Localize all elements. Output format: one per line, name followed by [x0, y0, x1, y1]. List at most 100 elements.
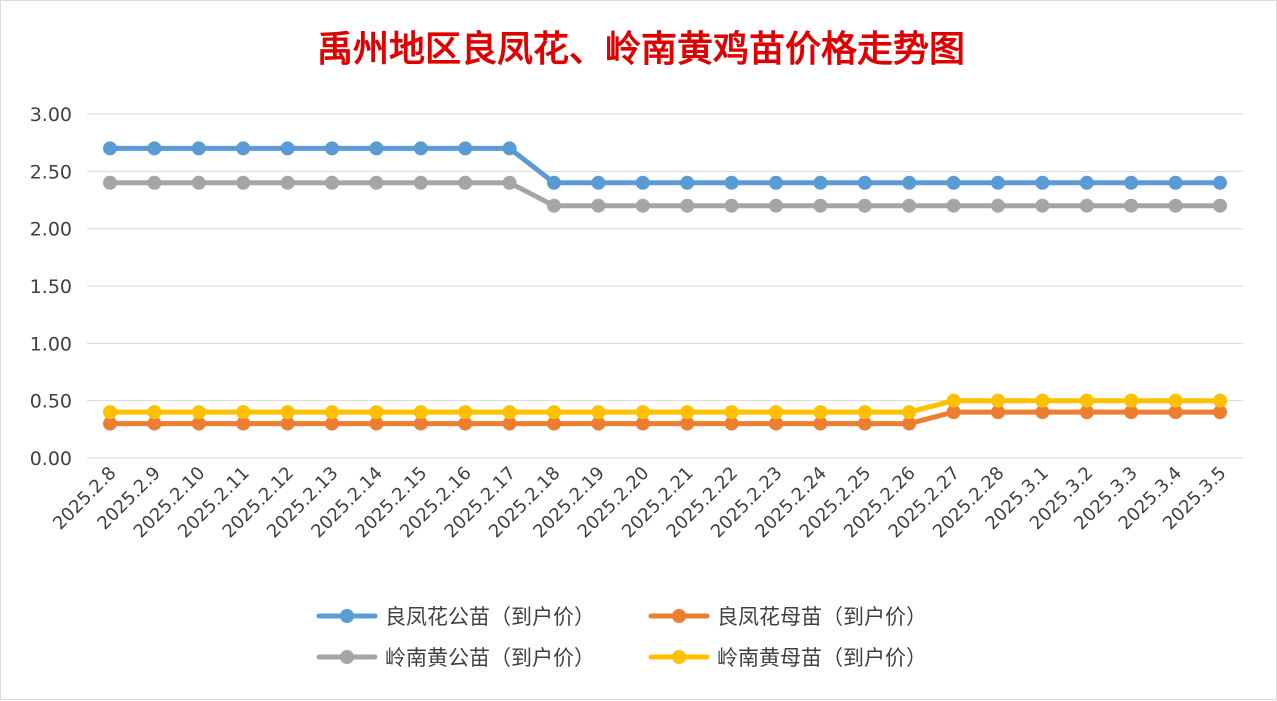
data-point	[813, 175, 828, 190]
data-point	[103, 405, 117, 420]
legend-marker	[672, 650, 686, 664]
data-point	[547, 175, 561, 190]
data-point	[1168, 405, 1183, 420]
data-point	[325, 416, 339, 431]
data-point	[1213, 175, 1227, 190]
data-point	[502, 405, 517, 420]
data-point	[325, 141, 339, 156]
data-point	[1124, 175, 1139, 190]
data-point	[591, 198, 606, 213]
data-point	[1035, 198, 1050, 213]
data-point	[991, 175, 1005, 190]
data-point	[946, 175, 961, 190]
data-point	[946, 405, 961, 420]
series-line	[107, 145, 1223, 186]
data-point	[502, 141, 517, 156]
data-point	[1035, 175, 1050, 190]
data-point	[458, 416, 473, 431]
legend-label: 良凤花母苗（到户价）	[717, 605, 927, 629]
data-point	[458, 175, 473, 190]
data-point	[857, 175, 872, 190]
data-point	[1079, 405, 1094, 420]
data-point	[591, 416, 606, 431]
series-lines	[103, 141, 1227, 431]
legend-marker	[340, 650, 354, 664]
data-point	[635, 175, 650, 190]
data-point	[1213, 393, 1227, 408]
series-line	[107, 398, 1223, 415]
data-point	[946, 393, 961, 408]
data-point	[413, 175, 428, 190]
data-point	[769, 175, 783, 190]
legend-marker	[340, 609, 354, 623]
data-point	[902, 416, 917, 431]
legend-item: 岭南黄公苗（到户价）	[316, 646, 595, 670]
data-point	[458, 405, 473, 420]
data-point	[680, 198, 695, 213]
data-point	[413, 416, 428, 431]
data-point	[857, 198, 872, 213]
data-point	[458, 141, 473, 156]
data-point	[103, 175, 117, 190]
y-axis-ticks: 0.00 0.50 1.00 1.50 2.00 2.50 3.00	[30, 104, 72, 470]
data-point	[1035, 393, 1050, 408]
data-point	[147, 175, 162, 190]
x-axis-ticks: 2025.2.82025.2.92025.2.102025.2.112025.2…	[49, 463, 1231, 543]
legend-label: 岭南黄母苗（到户价）	[717, 646, 927, 670]
y-tick-label: 2.00	[30, 219, 72, 241]
data-point	[902, 198, 917, 213]
data-point	[502, 416, 517, 431]
data-point	[236, 175, 251, 190]
data-point	[680, 405, 695, 420]
legend-item: 良凤花母苗（到户价）	[648, 605, 927, 629]
y-tick-label: 1.00	[30, 333, 72, 355]
data-point	[191, 141, 206, 156]
legend-label: 良凤花公苗（到户价）	[385, 605, 595, 629]
y-tick-label: 0.50	[30, 391, 72, 413]
data-point	[991, 198, 1005, 213]
data-point	[1213, 198, 1227, 213]
data-point	[591, 175, 606, 190]
data-point	[280, 175, 295, 190]
data-point	[325, 175, 339, 190]
data-point	[813, 416, 828, 431]
data-point	[547, 416, 561, 431]
legend-label: 岭南黄公苗（到户价）	[385, 646, 595, 670]
series-1	[103, 141, 1227, 190]
data-point	[191, 416, 206, 431]
data-point	[1168, 175, 1183, 190]
data-point	[635, 416, 650, 431]
data-point	[147, 405, 162, 420]
data-point	[103, 141, 117, 156]
data-point	[857, 416, 872, 431]
data-point	[369, 175, 384, 190]
data-point	[236, 405, 251, 420]
data-point	[1168, 198, 1183, 213]
data-point	[547, 405, 561, 420]
legend-item: 良凤花公苗（到户价）	[316, 605, 595, 629]
data-point	[413, 405, 428, 420]
series-4	[103, 393, 1227, 420]
data-point	[635, 198, 650, 213]
data-point	[724, 405, 739, 420]
data-point	[280, 416, 295, 431]
data-point	[813, 198, 828, 213]
series-3	[103, 175, 1227, 213]
series-2	[103, 405, 1227, 431]
data-point	[147, 416, 162, 431]
data-point	[724, 175, 739, 190]
data-point	[680, 175, 695, 190]
data-point	[724, 416, 739, 431]
data-point	[1124, 198, 1139, 213]
chart-title: 禹州地区良凤花、岭南黄鸡苗价格走势图	[317, 28, 965, 70]
legend-marker	[672, 609, 686, 623]
data-point	[902, 405, 917, 420]
data-point	[769, 198, 783, 213]
data-point	[369, 416, 384, 431]
data-point	[769, 416, 783, 431]
gridlines	[87, 113, 1243, 459]
data-point	[369, 405, 384, 420]
data-point	[1035, 405, 1050, 420]
data-point	[502, 175, 517, 190]
